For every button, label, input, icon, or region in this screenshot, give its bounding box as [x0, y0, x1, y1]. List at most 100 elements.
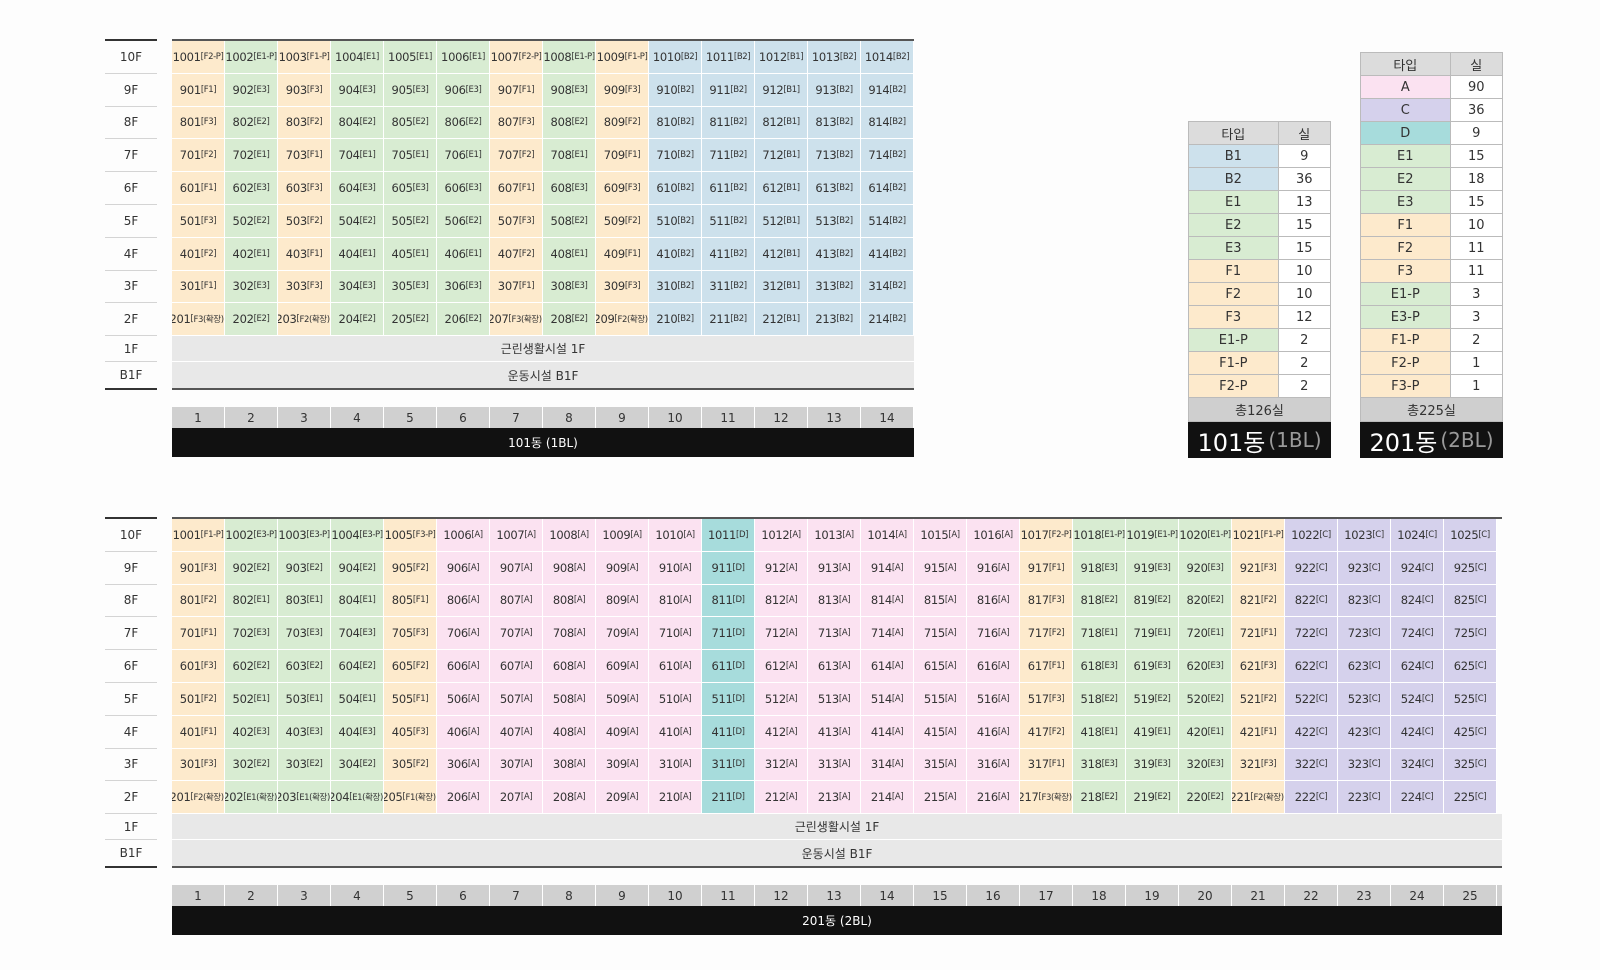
- unit-number: 812: [764, 593, 786, 608]
- floor-label: 3F: [105, 271, 157, 304]
- unit-type: E2: [309, 759, 320, 770]
- unit-number: 807: [497, 115, 519, 130]
- unit-number: 712: [762, 148, 784, 163]
- unit-number: 912: [764, 560, 786, 575]
- type-count: 10: [1449, 213, 1504, 237]
- unit-number: 915: [923, 560, 945, 575]
- unit-number: 1014: [864, 49, 893, 64]
- unit-cell: 803[F2]: [278, 106, 331, 140]
- line-number: 20: [1179, 885, 1232, 906]
- unit-number: 412: [762, 246, 784, 261]
- unit-cell: 1010[B2]: [649, 41, 702, 74]
- floor-label: 6F: [105, 172, 157, 205]
- unit-number: 1011: [705, 49, 734, 64]
- unit-cell: 809[F2]: [596, 106, 649, 140]
- unit-cell: 710[B2]: [649, 139, 702, 173]
- unit-number: 720: [1186, 626, 1208, 641]
- unit-cell: 911[B2]: [702, 73, 755, 107]
- unit-number: 218: [1080, 790, 1102, 805]
- line-number: 3: [278, 885, 331, 906]
- line-number: 10: [649, 885, 702, 906]
- unit-number: 918: [1080, 560, 1102, 575]
- unit-number: 208: [552, 790, 574, 805]
- unit-cell: 824[C]: [1391, 584, 1444, 618]
- unit-type: A: [947, 595, 954, 606]
- type-row: B2 36: [1188, 167, 1332, 191]
- type-count: 90: [1449, 75, 1504, 99]
- floor-label: 2F: [105, 303, 157, 337]
- unit-number: 203: [278, 790, 297, 805]
- unit-cell: 518[E2]: [1073, 682, 1126, 716]
- unit-cell: 519[E2]: [1126, 682, 1179, 716]
- unit-cell: 523[C]: [1338, 682, 1391, 716]
- unit-type: A: [470, 759, 477, 770]
- floor-label: 10F: [105, 41, 157, 74]
- unit-number: 404: [338, 246, 360, 261]
- unit-cell: 913[B2]: [808, 73, 861, 107]
- unit-number: 407: [497, 246, 519, 261]
- unit-type: F3: [627, 281, 638, 292]
- b201-unit-grid: 1001[F1-P] 1002[E3-P] 1003[E3-P] 1004[E3-P]…: [172, 517, 1502, 869]
- unit-number: 212: [764, 790, 786, 805]
- unit-type: A: [1000, 726, 1007, 737]
- unit-cell: 820[E2]: [1179, 584, 1232, 618]
- unit-number: 609: [603, 181, 625, 196]
- floor-label: 5F: [105, 683, 157, 716]
- unit-number: 709: [603, 148, 625, 163]
- unit-type: F2: [521, 150, 532, 161]
- unit-type: A: [682, 661, 689, 672]
- unit-type: B2: [680, 281, 691, 292]
- unit-type: B2: [892, 183, 903, 194]
- unit-type: F3: [203, 759, 214, 770]
- unit-number: 708: [550, 148, 572, 163]
- type-row: F3 11: [1360, 259, 1504, 283]
- type-count: 15: [1277, 236, 1332, 260]
- unit-cell: 614[B2]: [861, 172, 914, 205]
- unit-number: 410: [658, 724, 680, 739]
- unit-cell: 502[E2]: [225, 204, 278, 238]
- unit-type: C: [1371, 661, 1378, 672]
- unit-type: E3: [362, 726, 373, 737]
- unit-cell: 910[B2]: [649, 73, 702, 107]
- unit-type: F2: [203, 693, 214, 704]
- unit-type: B1: [786, 183, 797, 194]
- unit-number: 1005: [388, 49, 417, 64]
- type-name: F2-P: [1360, 351, 1451, 375]
- unit-type: D: [735, 562, 742, 573]
- unit-cell: 310[B2]: [649, 270, 702, 304]
- unit-number: 415: [923, 724, 945, 739]
- unit-number: 325: [1453, 757, 1475, 772]
- unit-number: 418: [1080, 724, 1102, 739]
- unit-cell: 913[A]: [808, 551, 861, 585]
- unit-type: E2: [1210, 595, 1221, 606]
- unit-number: 718: [1080, 626, 1102, 641]
- floor-label: 8F: [105, 107, 157, 140]
- type-name: B1: [1188, 144, 1279, 168]
- unit-cell: 404[E1]: [331, 237, 384, 271]
- unit-cell: 301[F1]: [172, 270, 225, 304]
- unit-cell: 508[E2]: [543, 204, 596, 238]
- unit-number: 801: [179, 115, 201, 130]
- unit-type: A: [682, 628, 689, 639]
- unit-number: 802: [232, 593, 254, 608]
- unit-cell: 1019[E1-P]: [1126, 519, 1179, 552]
- unit-cell: 717[F2]: [1020, 617, 1073, 651]
- unit-type: C: [1371, 726, 1378, 737]
- unit-type: F1: [1051, 562, 1062, 573]
- unit-number: 607: [499, 659, 521, 674]
- line-number: 18: [1073, 885, 1126, 906]
- unit-cell: 401[F2]: [172, 237, 225, 271]
- unit-number: 216: [976, 790, 998, 805]
- unit-number: 612: [762, 181, 784, 196]
- unit-number: 1015: [920, 527, 949, 542]
- unit-number: 406: [444, 246, 466, 261]
- type-name: F1-P: [1188, 351, 1279, 375]
- unit-type: E3: [362, 183, 373, 194]
- unit-type: B2: [733, 150, 744, 161]
- unit-type: A: [894, 562, 901, 573]
- unit-type: A: [845, 529, 851, 540]
- unit-cell: 814[B2]: [861, 106, 914, 140]
- unit-cell: 1001[F2-P]: [172, 41, 225, 74]
- unit-type: F2-P: [521, 51, 539, 62]
- unit-number: 1013: [811, 49, 840, 64]
